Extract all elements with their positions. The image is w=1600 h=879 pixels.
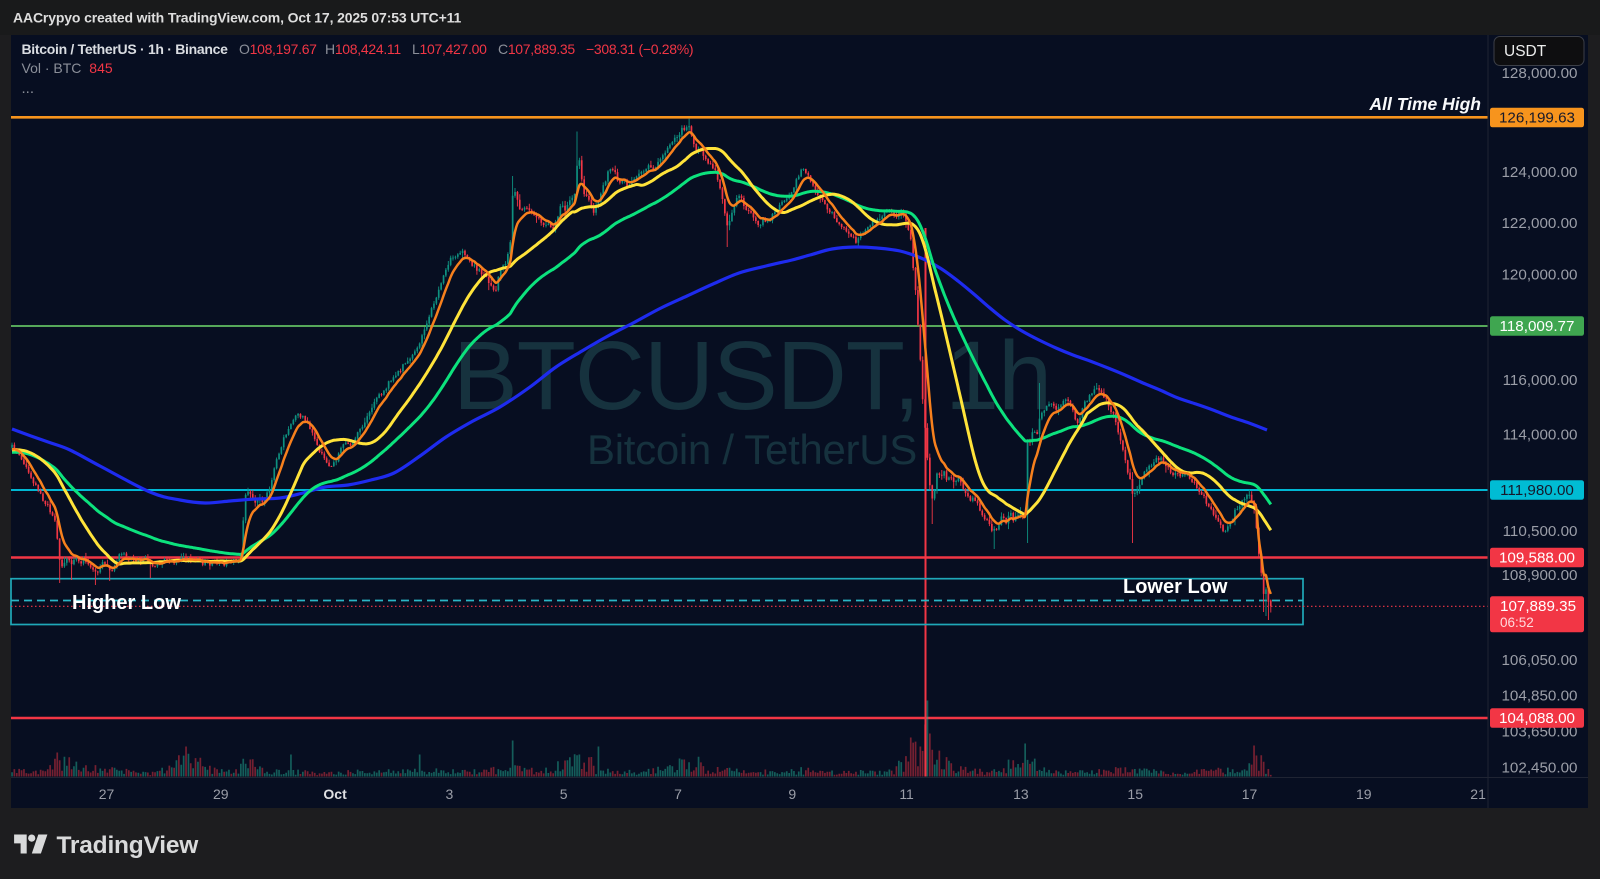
- svg-text:104,088.00: 104,088.00: [1499, 710, 1575, 727]
- svg-text:Vol · BTC 845: Vol · BTC 845: [22, 60, 113, 76]
- svg-text:106,050.00: 106,050.00: [1501, 652, 1577, 669]
- svg-text:27: 27: [99, 786, 115, 802]
- svg-text:107,889.35: 107,889.35: [1500, 598, 1576, 615]
- svg-text:5: 5: [560, 786, 568, 802]
- svg-text:AACrypyo created with TradingV: AACrypyo created with TradingView.com, O…: [13, 10, 462, 26]
- svg-text:USDT: USDT: [1504, 43, 1547, 60]
- svg-text:TradingView: TradingView: [57, 832, 200, 859]
- svg-text:116,000.00: 116,000.00: [1503, 372, 1578, 389]
- svg-text:BTCUSDT, 1h: BTCUSDT, 1h: [453, 321, 1051, 430]
- svg-text:06:52: 06:52: [1500, 615, 1534, 630]
- svg-text:3: 3: [446, 786, 454, 802]
- svg-text:124,000.00: 124,000.00: [1501, 164, 1577, 181]
- svg-text:111,980.00: 111,980.00: [1500, 482, 1574, 499]
- svg-text:126,199.63: 126,199.63: [1499, 110, 1575, 127]
- svg-text:128,000.00: 128,000.00: [1501, 65, 1577, 82]
- svg-text:29: 29: [213, 786, 229, 802]
- svg-text:Bitcoin / TetherUS: Bitcoin / TetherUS: [587, 426, 917, 473]
- svg-text:122,000.00: 122,000.00: [1501, 215, 1577, 232]
- svg-text:All Time High: All Time High: [1369, 94, 1482, 114]
- svg-text:9: 9: [788, 786, 796, 802]
- svg-text:120,000.00: 120,000.00: [1501, 267, 1577, 284]
- svg-text:17: 17: [1242, 786, 1258, 802]
- svg-text:15: 15: [1127, 786, 1143, 802]
- svg-text:110,500.00: 110,500.00: [1503, 523, 1578, 540]
- svg-text:13: 13: [1013, 786, 1029, 802]
- svg-text:108,900.00: 108,900.00: [1501, 567, 1577, 584]
- svg-text:118,009.77: 118,009.77: [1500, 318, 1575, 335]
- svg-text:11: 11: [899, 786, 914, 802]
- svg-text:114,000.00: 114,000.00: [1503, 427, 1578, 444]
- svg-text:Bitcoin / TetherUS · 1h · Bina: Bitcoin / TetherUS · 1h · Binance O108,19…: [22, 41, 694, 57]
- svg-text:Oct: Oct: [323, 786, 347, 802]
- svg-text:21: 21: [1470, 786, 1486, 802]
- svg-text:102,450.00: 102,450.00: [1501, 760, 1577, 777]
- svg-text:109,588.00: 109,588.00: [1499, 550, 1575, 567]
- svg-text:19: 19: [1356, 786, 1372, 802]
- svg-text:Lower Low: Lower Low: [1123, 576, 1228, 598]
- svg-text:...: ...: [22, 80, 35, 97]
- svg-text:Higher Low: Higher Low: [72, 592, 181, 614]
- svg-text:7: 7: [674, 786, 682, 802]
- svg-text:104,850.00: 104,850.00: [1501, 688, 1577, 705]
